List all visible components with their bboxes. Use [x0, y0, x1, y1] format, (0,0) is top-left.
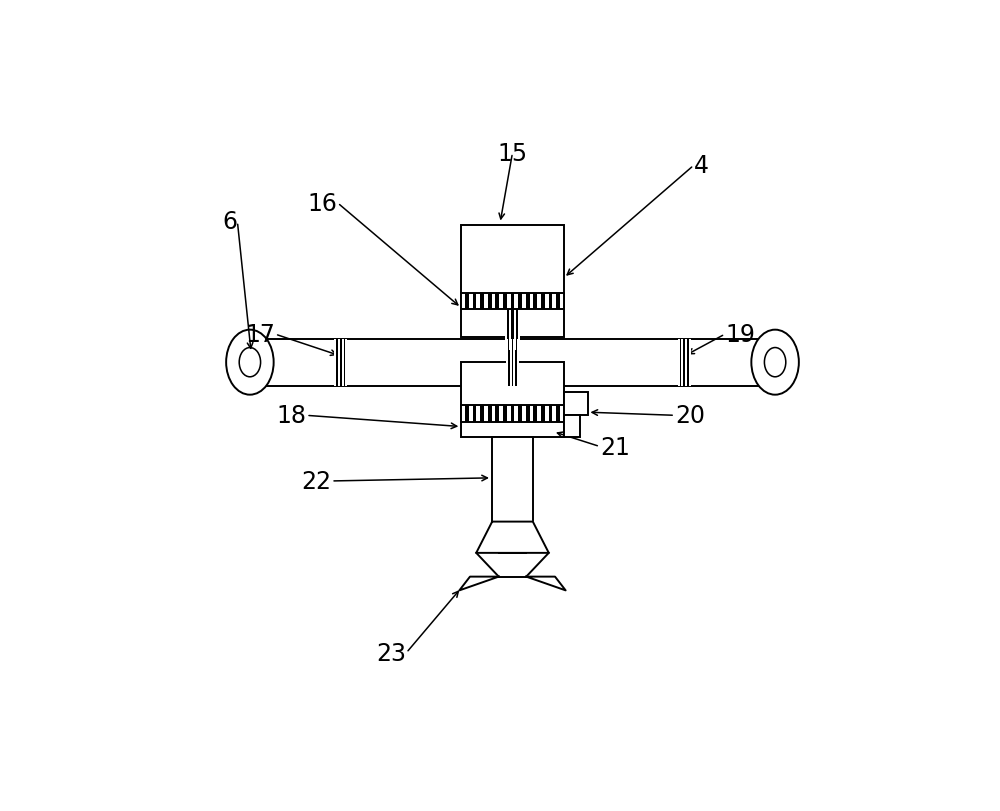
- Ellipse shape: [751, 330, 799, 395]
- Bar: [522, 294, 526, 310]
- Bar: [685, 339, 687, 386]
- Polygon shape: [526, 577, 566, 590]
- Bar: [552, 294, 556, 310]
- Bar: [564, 416, 580, 438]
- Text: 18: 18: [276, 404, 306, 427]
- Bar: [518, 310, 520, 350]
- Ellipse shape: [226, 330, 274, 395]
- Bar: [537, 406, 541, 422]
- Bar: [517, 339, 519, 386]
- Bar: [530, 406, 533, 422]
- Text: 20: 20: [675, 404, 705, 427]
- Bar: [507, 294, 511, 310]
- Bar: [476, 294, 480, 310]
- Text: 21: 21: [600, 435, 630, 459]
- Bar: [505, 310, 520, 350]
- Ellipse shape: [764, 348, 786, 377]
- Bar: [545, 406, 549, 422]
- Bar: [461, 294, 564, 310]
- Bar: [689, 339, 691, 386]
- Bar: [492, 294, 495, 310]
- Text: 15: 15: [497, 142, 528, 165]
- Text: 19: 19: [725, 323, 755, 346]
- Bar: [678, 339, 680, 386]
- Bar: [505, 310, 507, 350]
- Bar: [469, 294, 473, 310]
- Text: 23: 23: [376, 642, 406, 665]
- Bar: [266, 339, 759, 386]
- Bar: [492, 438, 533, 522]
- Bar: [476, 406, 480, 422]
- Text: 4: 4: [694, 154, 709, 178]
- Bar: [514, 294, 518, 310]
- Bar: [461, 294, 564, 310]
- Bar: [345, 339, 347, 386]
- Bar: [537, 294, 541, 310]
- Text: 22: 22: [301, 470, 331, 493]
- Bar: [560, 294, 564, 310]
- Bar: [564, 392, 588, 416]
- Bar: [560, 406, 564, 422]
- Bar: [334, 339, 347, 386]
- Bar: [678, 339, 691, 386]
- Bar: [499, 406, 503, 422]
- Bar: [522, 406, 526, 422]
- Bar: [514, 406, 518, 422]
- Text: 6: 6: [222, 210, 237, 234]
- Bar: [461, 406, 465, 422]
- Bar: [484, 294, 488, 310]
- Text: 17: 17: [245, 323, 275, 346]
- Bar: [461, 294, 465, 310]
- Bar: [461, 225, 564, 337]
- Bar: [484, 406, 488, 422]
- Bar: [681, 339, 683, 386]
- Bar: [461, 363, 564, 438]
- Bar: [334, 339, 336, 386]
- Bar: [461, 406, 564, 422]
- Bar: [338, 339, 340, 386]
- Bar: [492, 406, 495, 422]
- Bar: [469, 406, 473, 422]
- Bar: [510, 339, 512, 386]
- Bar: [552, 406, 556, 422]
- Bar: [506, 339, 508, 386]
- Bar: [513, 339, 515, 386]
- Polygon shape: [459, 577, 499, 590]
- Bar: [507, 406, 511, 422]
- Bar: [530, 294, 533, 310]
- Text: 16: 16: [308, 191, 337, 216]
- Bar: [461, 406, 564, 422]
- Bar: [506, 339, 519, 386]
- Bar: [499, 294, 503, 310]
- Bar: [545, 294, 549, 310]
- Bar: [514, 310, 516, 350]
- Bar: [342, 339, 344, 386]
- Bar: [509, 310, 511, 350]
- Polygon shape: [476, 522, 549, 553]
- Ellipse shape: [239, 348, 261, 377]
